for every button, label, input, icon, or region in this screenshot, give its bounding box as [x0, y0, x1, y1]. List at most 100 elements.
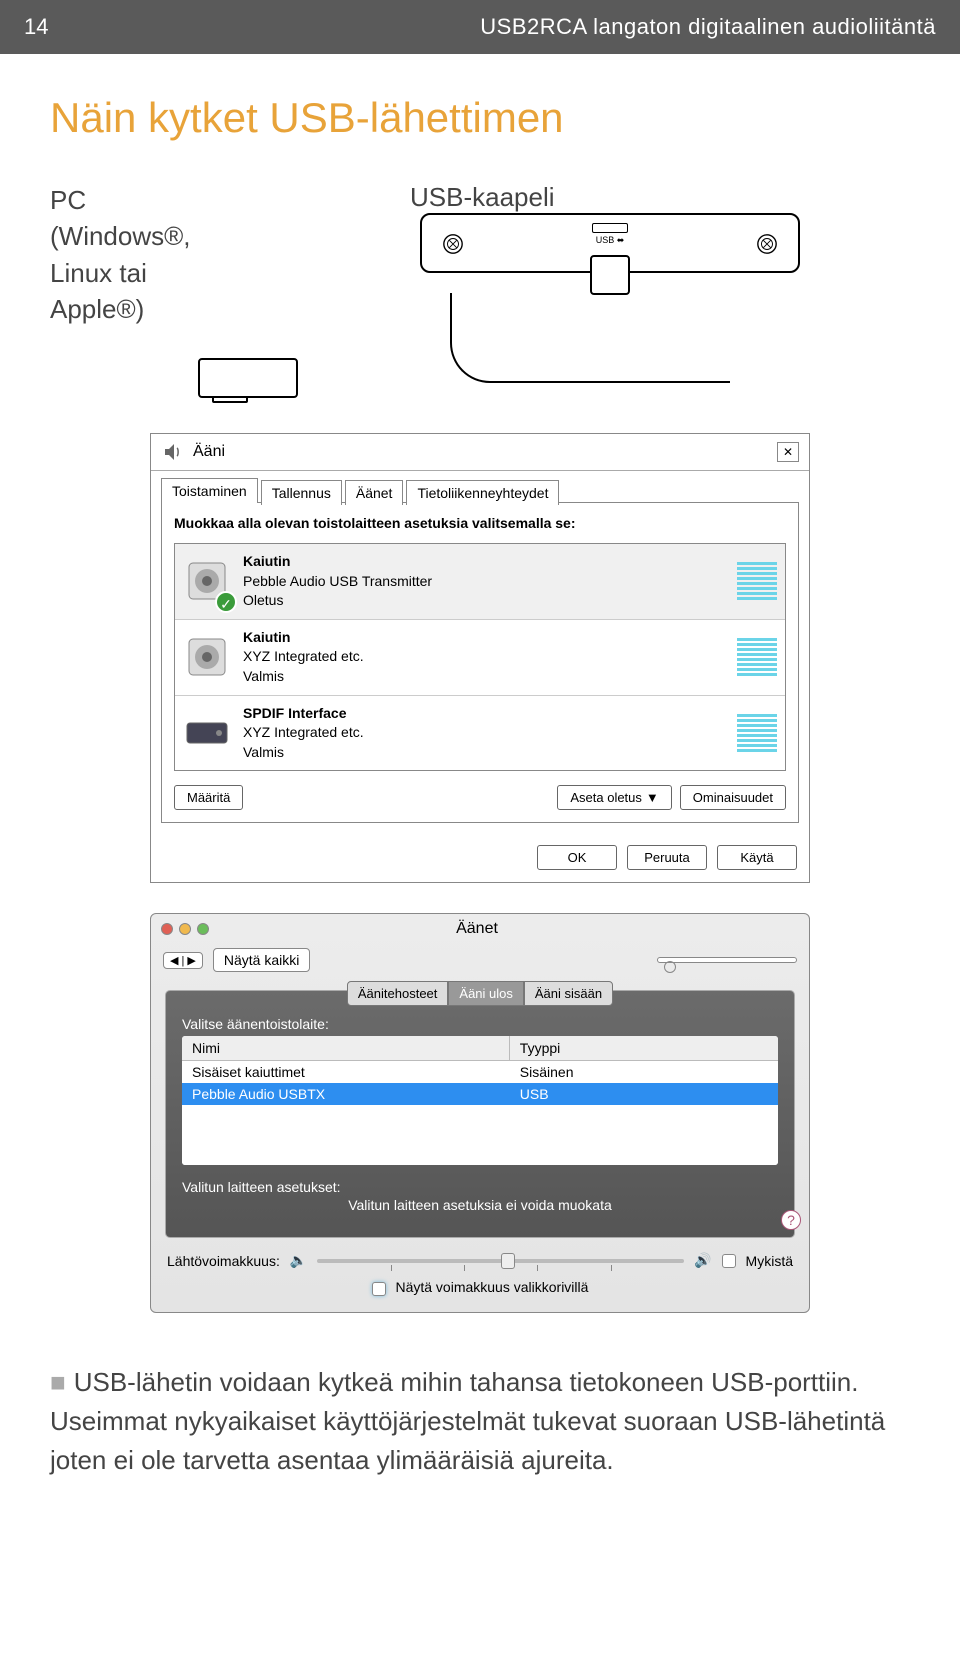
bullet-icon: ■ — [50, 1367, 66, 1397]
speaker-device-icon — [183, 633, 231, 681]
set-default-label: Aseta oletus — [570, 790, 642, 805]
cell-name: Pebble Audio USBTX — [182, 1083, 510, 1105]
usb-port-diagram: USB ⬌ ⎓ — [310, 213, 910, 383]
device-info: Kaiutin XYZ Integrated etc. Valmis — [243, 628, 737, 687]
menubar-label: Näytä voimakkuus valikkorivillä — [395, 1279, 588, 1295]
level-meter — [737, 714, 777, 752]
properties-button[interactable]: Ominaisuudet — [680, 785, 786, 810]
dialog-buttons: OK Peruuta Käytä — [151, 833, 809, 882]
cell-type: USB — [510, 1083, 778, 1105]
device-info: SPDIF Interface XYZ Integrated etc. Valm… — [243, 704, 737, 763]
dropdown-icon: ▼ — [646, 790, 659, 805]
mac-toolbar: ◀ | ▶ Näytä kaikki — [151, 944, 809, 982]
mac-device-table: Nimi Tyyppi Sisäiset kaiuttimet Sisäinen… — [182, 1036, 778, 1165]
menubar-row: Näytä voimakkuus valikkorivillä — [151, 1275, 809, 1299]
show-all-button[interactable]: Näytä kaikki — [213, 948, 310, 972]
cell-name: Sisäiset kaiuttimet — [182, 1061, 510, 1083]
device-status: Valmis — [243, 667, 737, 687]
mac-window-title: Äänet — [209, 920, 745, 938]
close-button[interactable]: ✕ — [777, 442, 799, 462]
device-desc: XYZ Integrated etc. — [243, 723, 737, 743]
tab-communications[interactable]: Tietoliikenneyhteydet — [406, 480, 559, 505]
usb-slot-icon: USB ⬌ — [592, 223, 628, 246]
mac-sound-dialog: Äänet ◀ | ▶ Näytä kaikki Äänitehosteet Ä… — [150, 913, 810, 1312]
screw-icon — [756, 233, 778, 255]
settings-label: Valitun laitteen asetukset: — [166, 1165, 794, 1197]
volume-label: Lähtövoimakkuus: — [167, 1253, 280, 1269]
usb-plug-icon — [590, 255, 630, 295]
windows-titlebar: Ääni ✕ — [151, 434, 809, 471]
volume-min-icon: 🔈 — [290, 1252, 307, 1269]
device-status: Valmis — [243, 743, 737, 763]
panel-instruction: Muokkaa alla olevan toistolaitteen asetu… — [174, 515, 786, 531]
volume-row: Lähtövoimakkuus: 🔈 🔊 Mykistä — [151, 1246, 809, 1275]
close-light-icon[interactable] — [161, 923, 173, 935]
menubar-checkbox[interactable] — [372, 1282, 386, 1296]
bottom-paragraph: ■USB-lähetin voidaan kytkeä mihin tahans… — [50, 1343, 910, 1500]
device-name: Kaiutin — [243, 628, 737, 648]
usb-connector — [198, 358, 298, 398]
mute-checkbox[interactable] — [722, 1254, 736, 1268]
windows-tabs: Toistaminen Tallennus Äänet Tietoliikenn… — [151, 472, 809, 503]
cell-type: Sisäinen — [510, 1061, 778, 1083]
configure-button[interactable]: Määritä — [174, 785, 243, 810]
check-icon: ✓ — [215, 591, 237, 613]
usb-cable-label: USB-kaapeli — [410, 182, 555, 212]
windows-panel: Muokkaa alla olevan toistolaitteen asetu… — [161, 502, 799, 823]
table-row[interactable]: Pebble Audio USBTX USB — [182, 1083, 778, 1105]
device-list: Kaiutin Pebble Audio USB Transmitter Ole… — [174, 543, 786, 771]
level-meter — [737, 638, 777, 676]
device-status: Oletus — [243, 591, 737, 611]
tab-recording[interactable]: Tallennus — [261, 480, 342, 505]
help-button[interactable]: ? — [781, 1210, 801, 1230]
mute-label: Mykistä — [746, 1253, 793, 1269]
pc-label: PC (Windows®, Linux tai Apple®) — [50, 182, 310, 328]
minimize-light-icon[interactable] — [179, 923, 191, 935]
device-desc: Pebble Audio USB Transmitter — [243, 572, 737, 592]
slider-thumb[interactable] — [501, 1253, 515, 1269]
device-name: SPDIF Interface — [243, 704, 737, 724]
page-number: 14 — [24, 14, 48, 40]
ok-button[interactable]: OK — [537, 845, 617, 870]
volume-max-icon: 🔊 — [694, 1252, 711, 1269]
usb-port-label: USB — [596, 235, 615, 245]
column-name: Nimi — [182, 1036, 510, 1060]
column-type: Tyyppi — [510, 1036, 778, 1060]
table-row[interactable]: Sisäiset kaiuttimet Sisäinen — [182, 1061, 778, 1083]
tab-sounds[interactable]: Äänet — [345, 480, 404, 505]
document-title: USB2RCA langaton digitaalinen audioliitä… — [88, 14, 936, 40]
cancel-button[interactable]: Peruuta — [627, 845, 707, 870]
traffic-lights — [161, 923, 209, 935]
usb-cable-line — [450, 293, 730, 383]
device-desc: XYZ Integrated etc. — [243, 647, 737, 667]
volume-slider[interactable] — [317, 1259, 684, 1263]
set-default-button[interactable]: Aseta oletus ▼ — [557, 785, 671, 810]
device-info: Kaiutin Pebble Audio USB Transmitter Ole… — [243, 552, 737, 611]
tab-sound-effects[interactable]: Äänitehosteet — [347, 981, 449, 1006]
device-row[interactable]: SPDIF Interface XYZ Integrated etc. Valm… — [175, 696, 785, 771]
table-header: Nimi Tyyppi — [182, 1036, 778, 1061]
nav-back-forward[interactable]: ◀ | ▶ — [163, 952, 203, 969]
mac-titlebar: Äänet — [151, 914, 809, 944]
spdif-device-icon — [183, 709, 231, 757]
windows-sound-dialog: Ääni ✕ Toistaminen Tallennus Äänet Tieto… — [150, 433, 810, 883]
mac-tabs: Äänitehosteet Ääni ulos Ääni sisään — [166, 981, 794, 1006]
zoom-light-icon[interactable] — [197, 923, 209, 935]
device-row[interactable]: Kaiutin XYZ Integrated etc. Valmis — [175, 620, 785, 696]
device-name: Kaiutin — [243, 552, 737, 572]
speaker-icon — [161, 440, 185, 464]
device-row[interactable]: Kaiutin Pebble Audio USB Transmitter Ole… — [175, 544, 785, 620]
tab-playback[interactable]: Toistaminen — [161, 478, 258, 503]
settings-message: Valitun laitteen asetuksia ei voida muok… — [166, 1197, 794, 1223]
level-meter — [737, 562, 777, 600]
page-header: 14 USB2RCA langaton digitaalinen audioli… — [0, 0, 960, 54]
mac-panel: Äänitehosteet Ääni ulos Ääni sisään Vali… — [165, 990, 795, 1238]
search-input[interactable] — [657, 957, 797, 963]
apply-button[interactable]: Käytä — [717, 845, 797, 870]
choose-device-label: Valitse äänentoistolaite: — [166, 1006, 794, 1036]
screw-icon — [442, 233, 464, 255]
main-heading: Näin kytket USB-lähettimen — [50, 94, 910, 142]
tab-output[interactable]: Ääni ulos — [448, 981, 523, 1006]
tab-input[interactable]: Ääni sisään — [524, 981, 613, 1006]
bottom-text-content: USB-lähetin voidaan kytkeä mihin tahansa… — [50, 1367, 885, 1475]
